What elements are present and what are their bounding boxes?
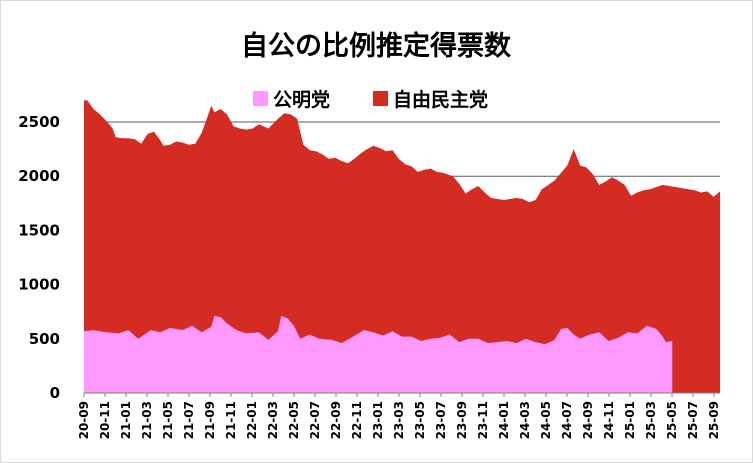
x-tick-label: 22-11: [350, 401, 364, 439]
x-tick-label: 22-01: [245, 401, 259, 439]
legend-swatch-ldp: [373, 91, 388, 106]
x-tick-label: 22-09: [329, 401, 343, 439]
legend: 公明党 自由民主党: [253, 88, 488, 111]
x-tick-label: 23-09: [455, 401, 469, 439]
x-axis-ticks: 20-09 20-11 21-01 21-03 21-05 21-07 21-09 21-11…: [77, 393, 721, 439]
x-tick-label: 24-01: [497, 401, 511, 439]
y-axis-ticks: 0 500 1000 1500 2000 2500: [18, 113, 60, 402]
y-tick-label: 2500: [18, 113, 60, 131]
x-tick-label: 20-09: [77, 401, 91, 439]
x-tick-label: 22-07: [308, 401, 322, 439]
y-tick-label: 1000: [18, 276, 60, 294]
x-tick-label: 21-09: [203, 401, 217, 439]
x-tick-label: 21-11: [224, 401, 238, 439]
x-tick-label: 21-03: [140, 401, 154, 439]
x-tick-label: 20-11: [98, 401, 112, 439]
x-tick-label: 22-05: [287, 401, 301, 439]
y-tick-label: 0: [50, 384, 60, 402]
x-tick-label: 23-07: [434, 401, 448, 439]
x-tick-label: 23-05: [413, 401, 427, 439]
chart-title: 自公の比例推定得票数: [241, 30, 512, 62]
area-series-komeito: [84, 316, 673, 393]
x-tick-label: 25-01: [623, 401, 637, 439]
x-tick-label: 25-03: [644, 401, 658, 439]
x-tick-label: 21-07: [182, 401, 196, 439]
x-tick-label: 24-07: [560, 401, 574, 439]
y-tick-label: 500: [29, 330, 60, 348]
area-series-ldp: [84, 100, 720, 394]
legend-swatch-komeito: [253, 91, 268, 106]
y-tick-label: 2000: [18, 167, 60, 185]
x-tick-label: 25-09: [707, 401, 721, 439]
x-tick-label: 23-01: [371, 401, 385, 439]
x-tick-label: 24-11: [602, 401, 616, 439]
x-tick-label: 24-05: [539, 401, 553, 439]
x-tick-label: 23-11: [476, 401, 490, 439]
y-tick-label: 1500: [18, 221, 60, 239]
x-tick-label: 24-09: [581, 401, 595, 439]
x-tick-label: 24-03: [518, 401, 532, 439]
x-tick-label: 23-03: [392, 401, 406, 439]
x-tick-label: 21-05: [161, 401, 175, 439]
x-tick-label: 21-01: [119, 401, 133, 439]
legend-label-ldp: 自由民主党: [393, 88, 488, 111]
x-tick-label: 25-07: [686, 401, 700, 439]
x-tick-label: 25-05: [665, 401, 679, 439]
legend-label-komeito: 公明党: [273, 88, 330, 111]
x-tick-label: 22-03: [266, 401, 280, 439]
plot-areas: [84, 100, 720, 394]
